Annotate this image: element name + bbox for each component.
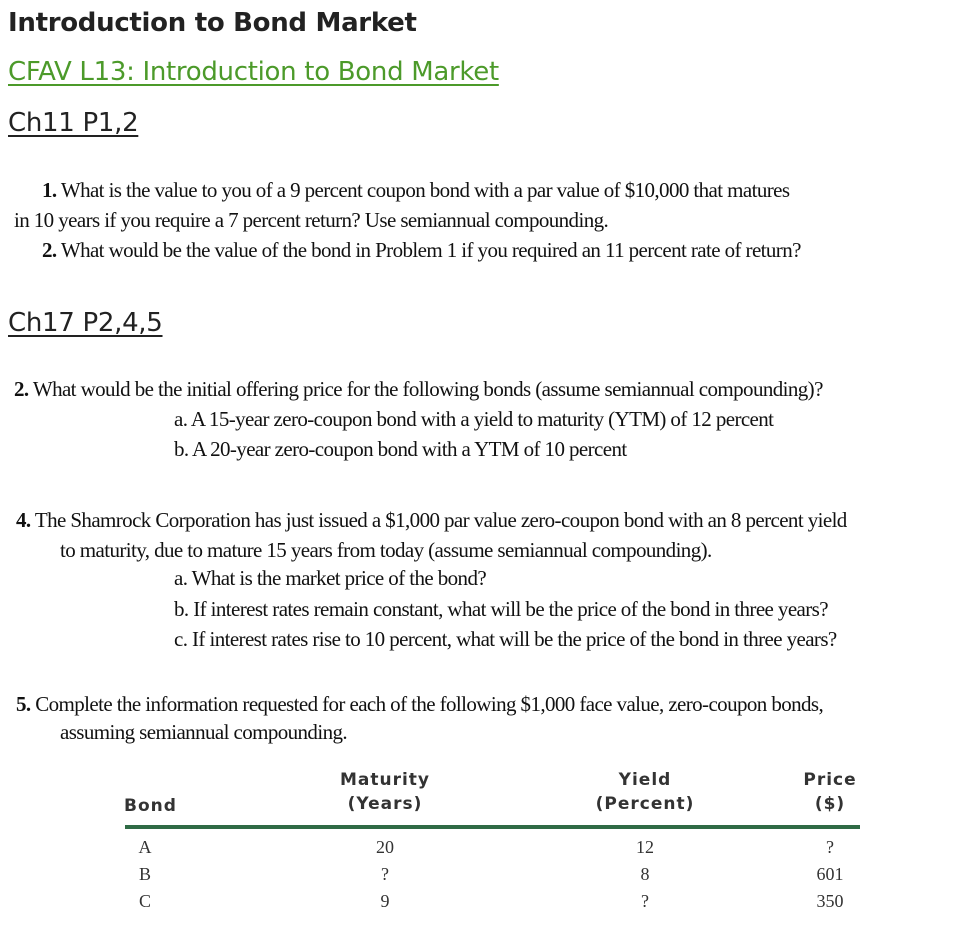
table-cell-price: 601 bbox=[816, 864, 844, 884]
ch17-problem-2-part-b: b. A 20-year zero-coupon bond with a YTM… bbox=[174, 437, 627, 461]
table-cell-yield: 12 bbox=[636, 837, 654, 857]
chapter-heading-ch11: Ch11 P1,2 bbox=[8, 108, 139, 138]
problem-1-line-1: 1. What is the value to you of a 9 perce… bbox=[42, 178, 790, 203]
page-title: Introduction to Bond Market bbox=[8, 8, 417, 38]
ch17-problem-5-line-2: assuming semiannual compounding. bbox=[60, 720, 348, 744]
table-header-yield-2: (Percent) bbox=[595, 794, 695, 814]
table-header-rule bbox=[125, 825, 860, 829]
ch17-problem-4-part-a: a. What is the market price of the bond? bbox=[174, 566, 487, 590]
problem-1-line-2: in 10 years if you require a 7 percent r… bbox=[14, 208, 609, 232]
ch17-problem-4-part-c: c. If interest rates rise to 10 percent,… bbox=[174, 627, 837, 651]
table-header-maturity-1: Maturity bbox=[339, 770, 431, 790]
table-cell-yield: 8 bbox=[640, 864, 650, 884]
table-header-bond: Bond bbox=[124, 796, 177, 816]
chapter-heading-ch17: Ch17 P2,4,5 bbox=[8, 308, 163, 338]
table-cell-maturity: ? bbox=[381, 864, 389, 884]
ch17-problem-4-line-2: to maturity, due to mature 15 years from… bbox=[60, 538, 712, 562]
table-cell-bond: B bbox=[138, 864, 151, 884]
table-cell-maturity: 20 bbox=[376, 837, 394, 857]
table-header-yield-1: Yield bbox=[618, 770, 672, 790]
ch17-problem-2-text: What would be the initial offering price… bbox=[32, 377, 824, 401]
table-cell-maturity: 9 bbox=[380, 891, 390, 911]
problem-1-text: What is the value to you of a 9 percent … bbox=[60, 178, 790, 202]
table-cell-price: ? bbox=[826, 837, 834, 857]
ch17-problem-4-text: The Shamrock Corporation has just issued… bbox=[34, 508, 847, 532]
problem-2-line: 2. What would be the value of the bond i… bbox=[42, 238, 801, 263]
problem-2-text: What would be the value of the bond in P… bbox=[60, 238, 802, 262]
table-cell-bond: C bbox=[138, 891, 151, 911]
ch17-problem-2-part-a: a. A 15-year zero-coupon bond with a yie… bbox=[174, 407, 774, 431]
table-header-maturity-2: (Years) bbox=[347, 794, 423, 814]
ch17-problem-4-number: 4. bbox=[16, 508, 31, 532]
table-cell-price: 350 bbox=[816, 891, 844, 911]
problem-1-number: 1. bbox=[42, 178, 57, 202]
ch17-problem-2-line: 2. What would be the initial offering pr… bbox=[14, 377, 823, 402]
table-cell-yield: ? bbox=[641, 891, 649, 911]
table-header-price-1: Price bbox=[803, 770, 857, 790]
ch17-problem-4-part-b: b. If interest rates remain constant, wh… bbox=[174, 597, 829, 621]
table-cell-bond: A bbox=[138, 837, 152, 857]
ch17-problem-4-line-1: 4. The Shamrock Corporation has just iss… bbox=[16, 508, 847, 533]
table-header-price-2: ($) bbox=[814, 794, 846, 814]
ch17-problem-5-line-1: 5. Complete the information requested fo… bbox=[16, 692, 824, 717]
ch17-problem-5-number: 5. bbox=[16, 692, 31, 716]
problem-2-number: 2. bbox=[42, 238, 57, 262]
lecture-link[interactable]: CFAV L13: Introduction to Bond Market bbox=[8, 57, 499, 87]
ch17-problem-5-text: Complete the information requested for e… bbox=[35, 692, 824, 716]
ch17-problem-2-number: 2. bbox=[14, 377, 29, 401]
